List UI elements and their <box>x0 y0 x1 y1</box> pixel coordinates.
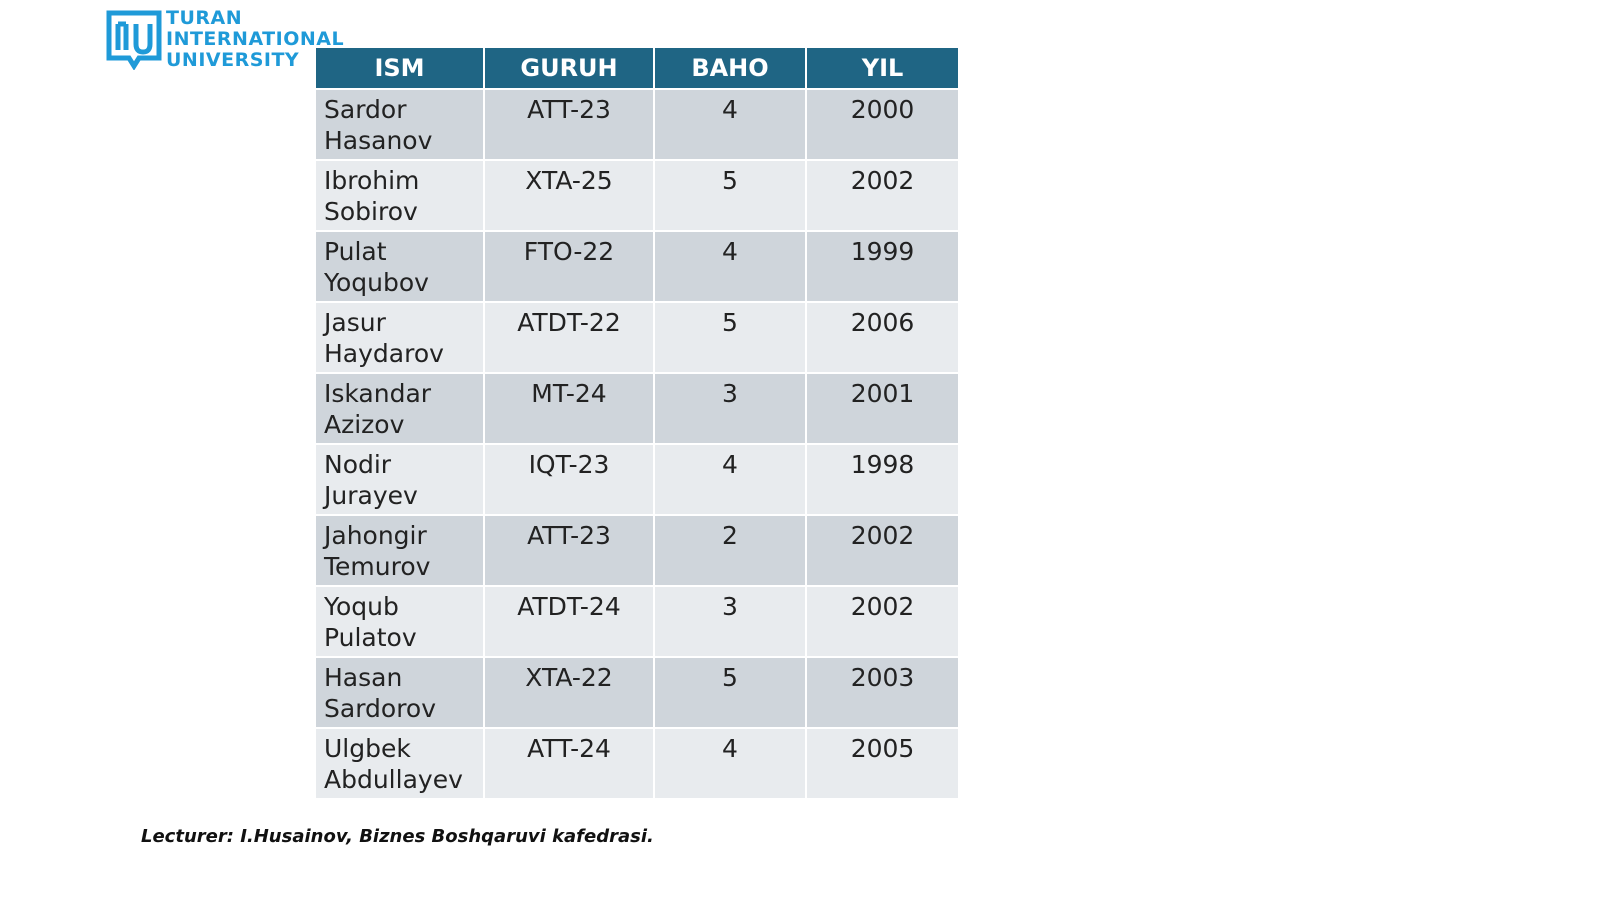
table-cell: 2001 <box>807 374 958 445</box>
logo: TURAN INTERNATIONAL UNIVERSITY <box>106 8 366 71</box>
table-cell: 4 <box>655 232 805 303</box>
table-cell: 2005 <box>807 729 958 800</box>
table-row: Ulgbek Abdullayev ATT-24 4 2005 <box>316 729 958 800</box>
table-cell: ATT-23 <box>485 516 653 587</box>
table-cell: 5 <box>655 303 805 374</box>
table-cell: 4 <box>655 729 805 800</box>
table-cell: 2000 <box>807 90 958 161</box>
table-cell: ATT-24 <box>485 729 653 800</box>
table-cell: XTA-22 <box>485 658 653 729</box>
logo-line: INTERNATIONAL <box>166 28 345 50</box>
table-row: Iskandar Azizov MT-24 3 2001 <box>316 374 958 445</box>
logo-frame <box>106 10 162 70</box>
table-cell: 3 <box>655 587 805 658</box>
table-row: Hasan Sardorov XTA-22 5 2003 <box>316 658 958 729</box>
logo-letters <box>115 21 153 55</box>
table-body: Sardor Hasanov ATT-23 4 2000 Ibrohim Sobirov… <box>316 90 958 800</box>
table-cell: ATDT-22 <box>485 303 653 374</box>
table-cell: 3 <box>655 374 805 445</box>
table-cell: Ulgbek Abdullayev <box>316 729 483 800</box>
logo-line: UNIVERSITY <box>166 49 300 71</box>
table-cell: XTA-25 <box>485 161 653 232</box>
table-cell: 5 <box>655 658 805 729</box>
table-cell: 5 <box>655 161 805 232</box>
table-cell: 2003 <box>807 658 958 729</box>
table-cell: 1998 <box>807 445 958 516</box>
table-cell: Yoqub Pulatov <box>316 587 483 658</box>
table-cell: Iskandar Azizov <box>316 374 483 445</box>
table-cell: IQT-23 <box>485 445 653 516</box>
table-cell: Sardor Hasanov <box>316 90 483 161</box>
header-cell: YIL <box>807 48 958 90</box>
table-row: Sardor Hasanov ATT-23 4 2000 <box>316 90 958 161</box>
table-cell: 2 <box>655 516 805 587</box>
table-cell: Hasan Sardorov <box>316 658 483 729</box>
table-cell: Ibrohim Sobirov <box>316 161 483 232</box>
table-cell: 2002 <box>807 587 958 658</box>
table-cell: Jahongir Temurov <box>316 516 483 587</box>
table-cell: Pulat Yoqubov <box>316 232 483 303</box>
header-cell: ISM <box>316 48 483 90</box>
table-cell: 4 <box>655 445 805 516</box>
logo-text: TURAN INTERNATIONAL UNIVERSITY <box>166 8 344 71</box>
header-cell: BAHO <box>655 48 805 90</box>
table-row: Jasur Haydarov ATDT-22 5 2006 <box>316 303 958 374</box>
table-cell: 2002 <box>807 516 958 587</box>
table-row: Nodir Jurayev IQT-23 4 1998 <box>316 445 958 516</box>
table-row: Pulat Yoqubov FTO-22 4 1999 <box>316 232 958 303</box>
table-cell: Nodir Jurayev <box>316 445 483 516</box>
header-cell: GURUH <box>485 48 653 90</box>
logo-line: TURAN <box>166 7 243 29</box>
table-cell: MT-24 <box>485 374 653 445</box>
table-cell: 1999 <box>807 232 958 303</box>
table: ISM GURUH BAHO YIL Sardor Hasanov ATT-23 4 200… <box>314 48 960 800</box>
table-cell: ATT-23 <box>485 90 653 161</box>
logo-icon <box>106 10 162 70</box>
table-row: Jahongir Temurov ATT-23 2 2002 <box>316 516 958 587</box>
table-cell: Jasur Haydarov <box>316 303 483 374</box>
table-cell: FTO-22 <box>485 232 653 303</box>
table-cell: 2006 <box>807 303 958 374</box>
table-row: Yoqub Pulatov ATDT-24 3 2002 <box>316 587 958 658</box>
footer: Lecturer: I.Husainov, Biznes Boshqaruvi … <box>141 826 654 847</box>
table-cell: 4 <box>655 90 805 161</box>
table-row: Ibrohim Sobirov XTA-25 5 2002 <box>316 161 958 232</box>
table-cell: 2002 <box>807 161 958 232</box>
header-row: ISM GURUH BAHO YIL <box>316 48 958 90</box>
table-cell: ATDT-24 <box>485 587 653 658</box>
